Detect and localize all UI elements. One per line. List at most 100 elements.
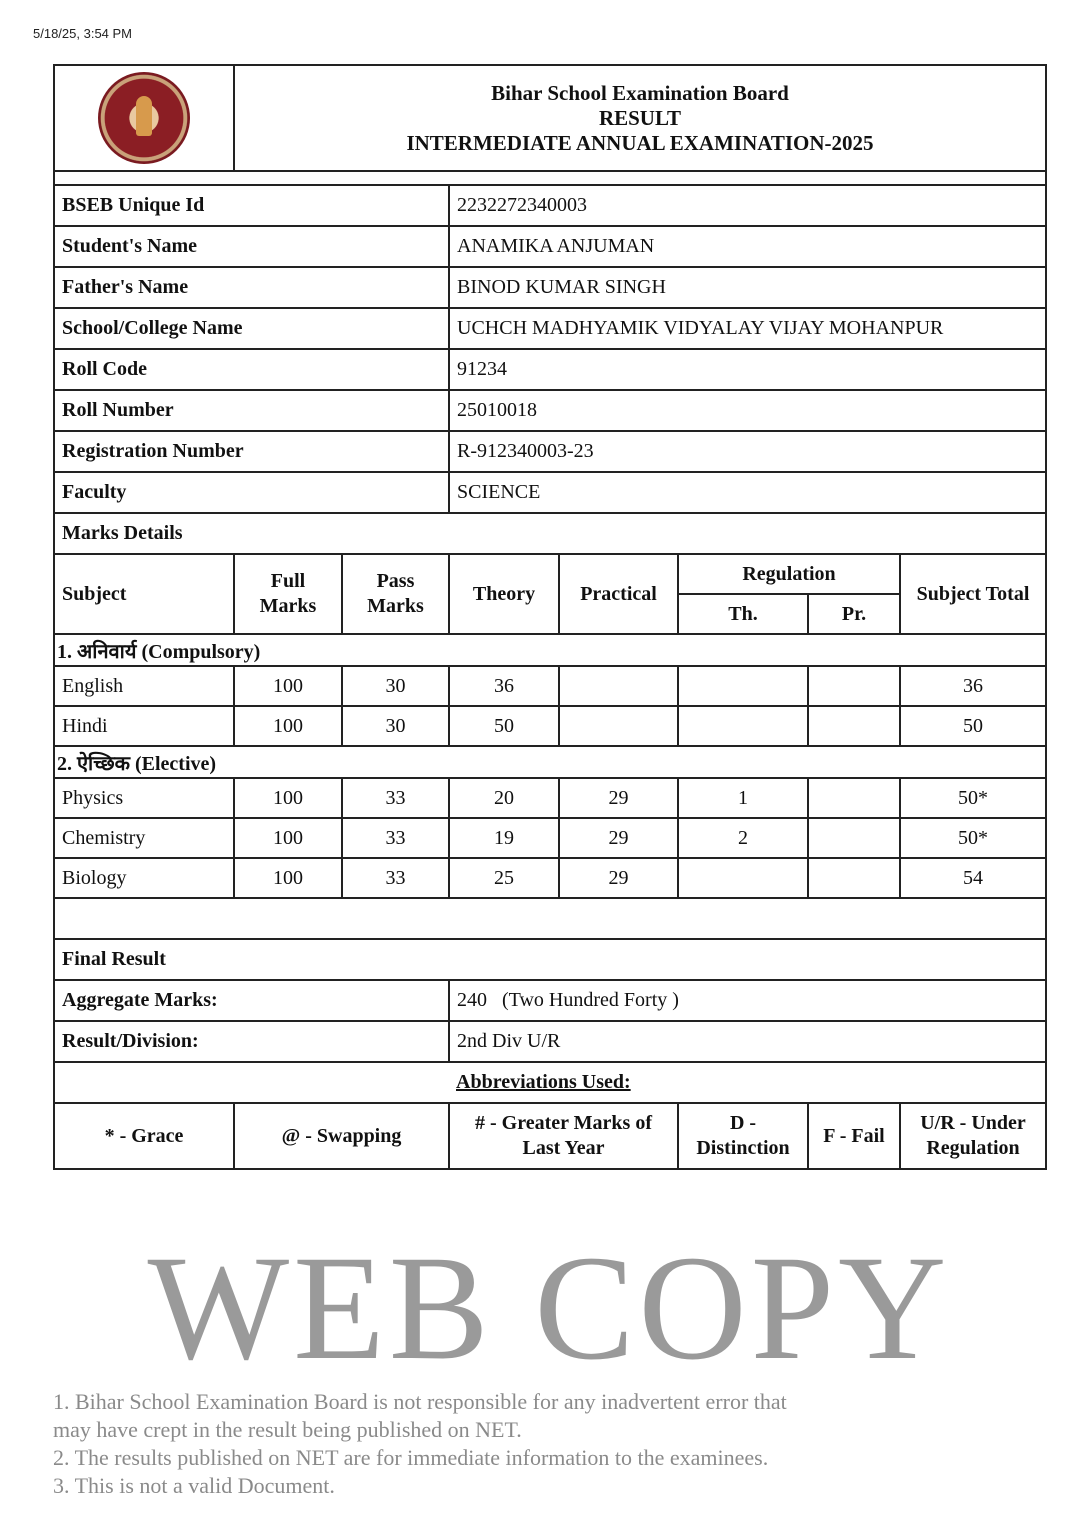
col-reg-pr: Pr.	[807, 593, 901, 635]
cell-pass: 30	[341, 665, 450, 707]
exam-name: INTERMEDIATE ANNUAL EXAMINATION-2025	[406, 130, 874, 155]
watermark: WEB COPY 1. Bihar School Examination Boa…	[53, 1228, 1045, 1500]
info-value: SCIENCE	[448, 471, 1047, 514]
info-label: Student's Name	[53, 225, 450, 268]
cell-subject: Biology	[53, 857, 235, 899]
cell-subject: Chemistry	[53, 817, 235, 859]
cell-th	[677, 857, 809, 899]
cell-theory: 36	[448, 665, 560, 707]
subject-row: Hindi 100 30 50 50	[53, 705, 1047, 747]
cell-practical: 29	[558, 817, 679, 859]
info-value: R-912340003-23	[448, 430, 1047, 473]
cell-full: 100	[233, 665, 343, 707]
abbrev-greater-marks: # - Greater Marks of Last Year	[448, 1102, 679, 1170]
watermark-line: may have crept in the result being publi…	[53, 1417, 522, 1442]
col-practical: Practical	[558, 553, 679, 635]
col-full-marks: Full Marks	[233, 553, 343, 635]
cell-total: 50*	[899, 817, 1047, 859]
col-pass-marks: Pass Marks	[341, 553, 450, 635]
info-label: Roll Code	[53, 348, 450, 391]
watermark-line: 1. Bihar School Examination Board is not…	[53, 1389, 787, 1414]
cell-subject: Physics	[53, 777, 235, 819]
bseb-seal-icon	[98, 72, 190, 164]
result-table: Bihar School Examination Board RESULT IN…	[53, 64, 1047, 1170]
cell-th	[677, 665, 809, 707]
info-label: Father's Name	[53, 266, 450, 309]
aggregate-number: 240	[457, 989, 487, 1011]
watermark-line: 2. The results published on NET are for …	[53, 1445, 769, 1470]
cell-full: 100	[233, 817, 343, 859]
cell-full: 100	[233, 777, 343, 819]
result-value: 2nd Div U/R	[448, 1020, 1047, 1063]
cell-practical: 29	[558, 857, 679, 899]
info-label: Faculty	[53, 471, 450, 514]
cell-practical	[558, 665, 679, 707]
cell-th	[677, 705, 809, 747]
aggregate-words: (Two Hundred Forty )	[502, 989, 679, 1011]
header-title: Bihar School Examination Board RESULT IN…	[233, 64, 1047, 172]
print-timestamp: 5/18/25, 3:54 PM	[33, 26, 133, 41]
web-copy-watermark: WEB COPY	[147, 1225, 951, 1391]
info-value: BINOD KUMAR SINGH	[448, 266, 1047, 309]
blank-row	[53, 897, 1047, 940]
cell-pr	[807, 705, 901, 747]
abbrev-distinction: D - Distinction	[677, 1102, 809, 1170]
cell-pass: 33	[341, 777, 450, 819]
info-row: School/College Name UCHCH MADHYAMIK VIDYA…	[53, 307, 1047, 350]
cell-pr	[807, 857, 901, 899]
result-heading: RESULT	[598, 105, 682, 130]
cell-theory: 19	[448, 817, 560, 859]
subject-row: Chemistry 100 33 19 29 2 50*	[53, 817, 1047, 859]
cell-practical	[558, 705, 679, 747]
info-value: 91234	[448, 348, 1047, 391]
cell-pr	[807, 777, 901, 819]
aggregate-label: Aggregate Marks:	[53, 979, 450, 1022]
cell-th: 2	[677, 817, 809, 859]
cell-pr	[807, 665, 901, 707]
cell-theory: 20	[448, 777, 560, 819]
abbrev-under-regulation: U/R - Under Regulation	[899, 1102, 1047, 1170]
watermark-line: 3. This is not a valid Document.	[53, 1473, 335, 1498]
cell-pass: 30	[341, 705, 450, 747]
info-row: Roll Code 91234	[53, 348, 1047, 391]
info-row: Registration Number R-912340003-23	[53, 430, 1047, 473]
cell-theory: 50	[448, 705, 560, 747]
abbrev-spacer	[53, 1061, 449, 1104]
cell-pass: 33	[341, 817, 450, 859]
board-name: Bihar School Examination Board	[491, 80, 789, 105]
info-row: BSEB Unique Id 2232272340003	[53, 184, 1047, 227]
cell-th: 1	[677, 777, 809, 819]
cell-theory: 25	[448, 857, 560, 899]
info-value: ANAMIKA ANJUMAN	[448, 225, 1047, 268]
info-value: 25010018	[448, 389, 1047, 432]
cell-subject: English	[53, 665, 235, 707]
subject-row: Physics 100 33 20 29 1 50*	[53, 777, 1047, 819]
cell-subject: Hindi	[53, 705, 235, 747]
info-label: School/College Name	[53, 307, 450, 350]
cell-total: 54	[899, 857, 1047, 899]
section-title: 2. ऐच्छिक (Elective)	[53, 745, 1047, 779]
info-value: 2232272340003	[448, 184, 1047, 227]
subject-row: English 100 30 36 36	[53, 665, 1047, 707]
info-row: Student's Name ANAMIKA ANJUMAN	[53, 225, 1047, 268]
section-title: 1. अनिवार्य (Compulsory)	[53, 633, 1047, 667]
info-label: Registration Number	[53, 430, 450, 473]
col-theory: Theory	[448, 553, 560, 635]
cell-total: 50	[899, 705, 1047, 747]
info-row: Faculty SCIENCE	[53, 471, 1047, 514]
abbrev-swapping: @ - Swapping	[233, 1102, 450, 1170]
cell-pass: 33	[341, 857, 450, 899]
cell-full: 100	[233, 705, 343, 747]
info-row: Roll Number 25010018	[53, 389, 1047, 432]
info-row: Father's Name BINOD KUMAR SINGH	[53, 266, 1047, 309]
result-label: Result/Division:	[53, 1020, 450, 1063]
col-reg-th: Th.	[677, 593, 809, 635]
cell-practical: 29	[558, 777, 679, 819]
marks-details-title: Marks Details	[53, 512, 1047, 555]
info-value: UCHCH MADHYAMIK VIDYALAY VIJAY MOHANPUR	[448, 307, 1047, 350]
abbrev-fail: F - Fail	[807, 1102, 901, 1170]
col-regulation: Regulation	[677, 553, 901, 595]
final-result-title: Final Result	[53, 938, 1047, 981]
cell-total: 50*	[899, 777, 1047, 819]
subject-row: Biology 100 33 25 29 54	[53, 857, 1047, 899]
